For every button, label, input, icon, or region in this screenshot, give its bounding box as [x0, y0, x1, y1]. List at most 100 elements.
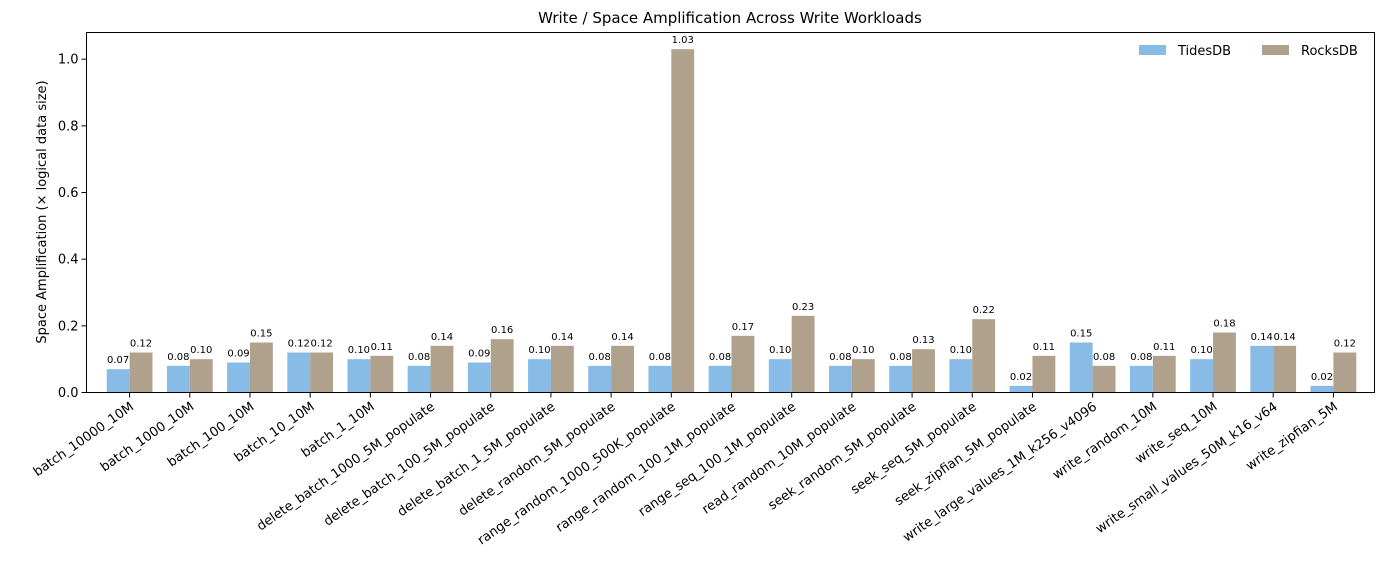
bar-tidesdb-20 — [1310, 385, 1334, 393]
bar-tidesdb-19 — [1250, 345, 1274, 393]
data-label-tidesdb-17: 0.08 — [1130, 352, 1152, 363]
bar-tidesdb-12 — [829, 365, 852, 393]
data-label-rocksdb-20: 0.12 — [1334, 339, 1356, 350]
bar-rocksdb-18 — [1213, 332, 1236, 393]
data-labels-group: 0.07 0.08 0.090.120.100.08 0.09 0.100.08 0.08… — [107, 35, 1356, 383]
data-label-tidesdb-18: 0.10 — [1190, 345, 1212, 356]
bar-rocksdb-1 — [189, 359, 213, 393]
data-label-rocksdb-0: 0.12 — [130, 339, 152, 350]
data-label-rocksdb-8: 0.14 — [611, 332, 633, 343]
bar-rocksdb-4 — [370, 355, 394, 393]
data-label-rocksdb-6: 0.16 — [491, 325, 513, 336]
bar-rocksdb-10 — [731, 335, 755, 393]
chart-title: Write / Space Amplification Across Write… — [538, 9, 922, 27]
data-label-tidesdb-16: 0.15 — [1070, 329, 1092, 340]
data-label-tidesdb-0: 0.07 — [107, 355, 129, 366]
data-label-rocksdb-19: 0.14 — [1274, 332, 1296, 343]
data-label-rocksdb-5: 0.14 — [431, 332, 453, 343]
bar-rocksdb-9 — [671, 49, 695, 393]
bar-tidesdb-17 — [1129, 365, 1153, 393]
bar-tidesdb-9 — [648, 365, 672, 393]
legend-swatch-rocksdb — [1262, 45, 1289, 55]
bar-rocksdb-12 — [851, 359, 875, 393]
data-label-rocksdb-13: 0.13 — [912, 335, 934, 346]
data-label-tidesdb-7: 0.10 — [528, 345, 550, 356]
data-label-tidesdb-8: 0.08 — [589, 352, 611, 363]
bar-tidesdb-6 — [467, 362, 491, 393]
plot-frame — [86, 32, 1375, 393]
bar-rocksdb-2 — [249, 342, 273, 393]
data-label-tidesdb-15: 0.02 — [1010, 372, 1032, 383]
bar-rocksdb-3 — [310, 352, 334, 393]
bar-tidesdb-1 — [166, 365, 190, 393]
bar-tidesdb-16 — [1069, 342, 1093, 393]
data-label-rocksdb-11: 0.23 — [792, 302, 814, 313]
bar-rocksdb-11 — [791, 315, 815, 393]
bar-rocksdb-5 — [430, 345, 454, 393]
bar-rocksdb-0 — [129, 352, 153, 393]
bar-tidesdb-0 — [106, 369, 130, 393]
data-label-rocksdb-15: 0.11 — [1033, 342, 1055, 353]
data-label-tidesdb-4: 0.10 — [348, 345, 370, 356]
data-label-rocksdb-1: 0.10 — [190, 345, 212, 356]
bar-tidesdb-2 — [227, 362, 250, 393]
bar-tidesdb-15 — [1009, 385, 1033, 393]
legend-swatch-tidesdb — [1139, 45, 1166, 55]
x-tick-label: batch_10000_10M — [31, 399, 137, 479]
bar-rocksdb-20 — [1333, 352, 1357, 393]
data-label-tidesdb-10: 0.08 — [709, 352, 731, 363]
bar-rocksdb-17 — [1152, 355, 1176, 393]
bars-group — [106, 49, 1357, 393]
legend-label-rocksdb: RocksDB — [1301, 44, 1358, 59]
data-label-tidesdb-3: 0.12 — [288, 339, 310, 350]
data-label-rocksdb-3: 0.12 — [310, 339, 332, 350]
data-label-tidesdb-2: 0.09 — [227, 349, 249, 360]
bar-tidesdb-11 — [768, 359, 792, 393]
bar-rocksdb-19 — [1273, 345, 1297, 393]
bar-tidesdb-3 — [287, 352, 311, 393]
legend: TidesDB RocksDB — [1139, 44, 1358, 59]
data-label-tidesdb-14: 0.10 — [950, 345, 972, 356]
bar-rocksdb-16 — [1092, 365, 1116, 393]
y-tick-label: 0.0 — [58, 386, 79, 401]
data-label-rocksdb-18: 0.18 — [1213, 319, 1235, 330]
x-axis-ticks: batch_10000_10Mbatch_1000_10Mbatch_100_1… — [31, 392, 1341, 548]
bar-rocksdb-13 — [912, 349, 935, 393]
data-label-rocksdb-2: 0.15 — [250, 329, 272, 340]
bar-rocksdb-14 — [972, 319, 996, 393]
data-label-tidesdb-12: 0.08 — [829, 352, 851, 363]
y-axis-label: Space Amplification (× logical data size… — [35, 80, 50, 343]
bar-tidesdb-5 — [407, 365, 431, 393]
bar-rocksdb-7 — [550, 345, 574, 393]
data-label-rocksdb-14: 0.22 — [973, 305, 995, 316]
y-tick-label: 0.2 — [58, 319, 79, 334]
data-label-tidesdb-19: 0.14 — [1251, 332, 1273, 343]
bar-tidesdb-13 — [889, 365, 913, 393]
bar-tidesdb-18 — [1190, 359, 1214, 393]
data-label-tidesdb-11: 0.10 — [769, 345, 791, 356]
bar-tidesdb-4 — [347, 359, 371, 393]
y-tick-label: 0.4 — [58, 253, 79, 268]
y-tick-label: 0.6 — [58, 186, 79, 201]
y-tick-label: 0.8 — [58, 119, 79, 134]
data-label-tidesdb-9: 0.08 — [649, 352, 671, 363]
data-label-rocksdb-10: 0.17 — [732, 322, 754, 333]
data-label-rocksdb-9: 1.03 — [672, 35, 694, 46]
bar-tidesdb-10 — [708, 365, 732, 393]
data-label-rocksdb-4: 0.11 — [371, 342, 393, 353]
data-label-rocksdb-7: 0.14 — [551, 332, 573, 343]
bar-rocksdb-8 — [611, 345, 634, 393]
legend-label-tidesdb: TidesDB — [1177, 44, 1231, 59]
bar-rocksdb-6 — [490, 339, 514, 393]
data-label-tidesdb-5: 0.08 — [408, 352, 430, 363]
y-tick-label: 1.0 — [58, 53, 79, 68]
data-label-tidesdb-6: 0.09 — [468, 349, 490, 360]
data-label-rocksdb-17: 0.11 — [1153, 342, 1175, 353]
bar-tidesdb-8 — [588, 365, 612, 393]
data-label-tidesdb-13: 0.08 — [890, 352, 912, 363]
data-label-rocksdb-12: 0.10 — [852, 345, 874, 356]
bar-rocksdb-15 — [1032, 355, 1056, 393]
bar-tidesdb-7 — [528, 359, 551, 393]
data-label-rocksdb-16: 0.08 — [1093, 352, 1115, 363]
